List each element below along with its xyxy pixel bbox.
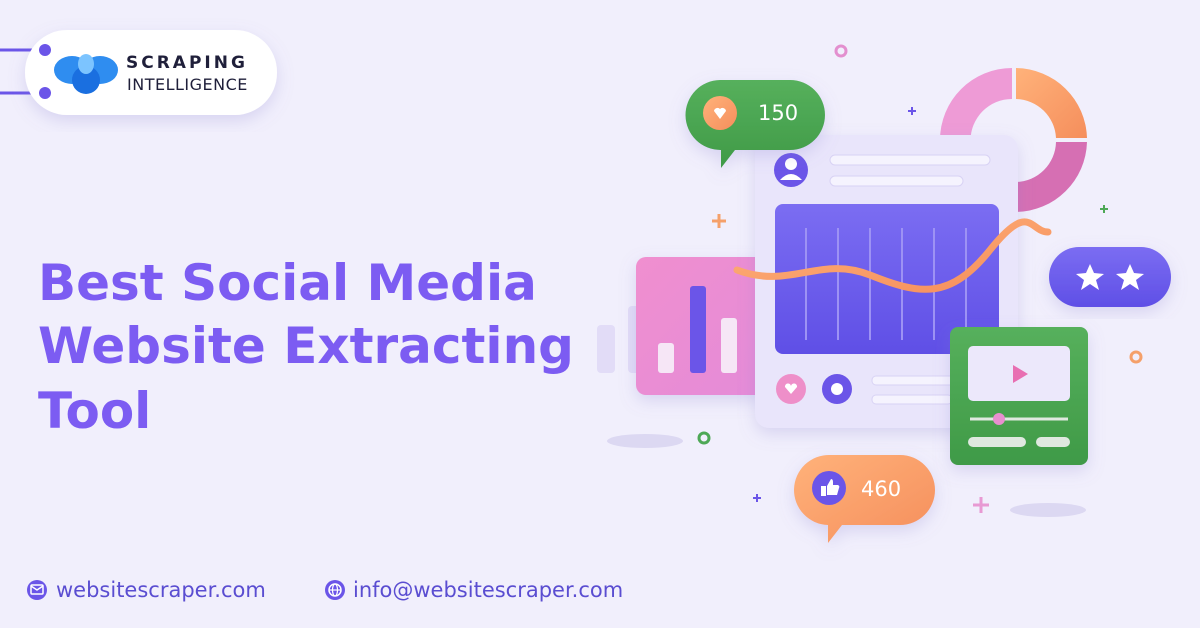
shape-rect [829, 154, 991, 166]
shape-rect [829, 175, 964, 187]
shape-ellipse [331, 583, 339, 597]
logo-line2: INTELLIGENCE [127, 75, 248, 94]
shape-circle [697, 431, 711, 445]
shape-path [821, 479, 840, 496]
shape-rect [597, 325, 615, 373]
likes-count: 150 [758, 101, 798, 125]
shape-path [1116, 264, 1144, 290]
shape-ellipse [72, 66, 100, 94]
thumbs-count: 460 [861, 477, 901, 501]
email-link[interactable]: info@websitescraper.com [353, 578, 623, 602]
shape-rect [871, 394, 953, 405]
shape-circle [39, 44, 51, 56]
shape-path [1076, 264, 1104, 290]
logo-mark [54, 54, 118, 94]
shape-ellipse [78, 54, 94, 74]
logo-line1: SCRAPING [126, 53, 248, 73]
shape-circle [834, 44, 848, 58]
shape-rect [1049, 247, 1171, 307]
shape-path [1016, 142, 1087, 212]
shape-path [784, 383, 798, 394]
website-link[interactable]: websitescraper.com [56, 578, 266, 602]
shape-path [1013, 365, 1028, 383]
shape-path [714, 107, 726, 119]
shape-rect [690, 286, 706, 373]
shape-circle [831, 383, 843, 395]
shape-rect [721, 318, 737, 373]
shape-circle [39, 87, 51, 99]
shape-path [780, 174, 802, 180]
shape-path [973, 497, 989, 513]
shape-circle [993, 413, 1005, 425]
headline-line: Tool [38, 382, 151, 440]
shape-ellipse [607, 434, 683, 448]
headline-line: Best Social Media [38, 254, 537, 312]
shape-rect [968, 437, 1026, 447]
shape-rect [30, 584, 44, 595]
headline-line: Website Extracting [38, 317, 574, 375]
shape-path [753, 494, 761, 502]
footer [27, 580, 345, 600]
shape-rect [658, 343, 674, 373]
shape-circle [1129, 350, 1143, 364]
illustration [597, 44, 1171, 543]
shape-path [733, 218, 1052, 293]
shape-path [1100, 205, 1108, 213]
shape-rect [871, 375, 963, 386]
shape-path [30, 585, 44, 591]
shape-ellipse [1010, 503, 1086, 517]
shape-path [1016, 68, 1087, 138]
shape-circle [785, 158, 797, 170]
shape-path [712, 214, 726, 228]
shape-path [908, 107, 916, 115]
logo: SCRAPING INTELLIGENCE [0, 30, 277, 115]
shape-rect [1036, 437, 1070, 447]
